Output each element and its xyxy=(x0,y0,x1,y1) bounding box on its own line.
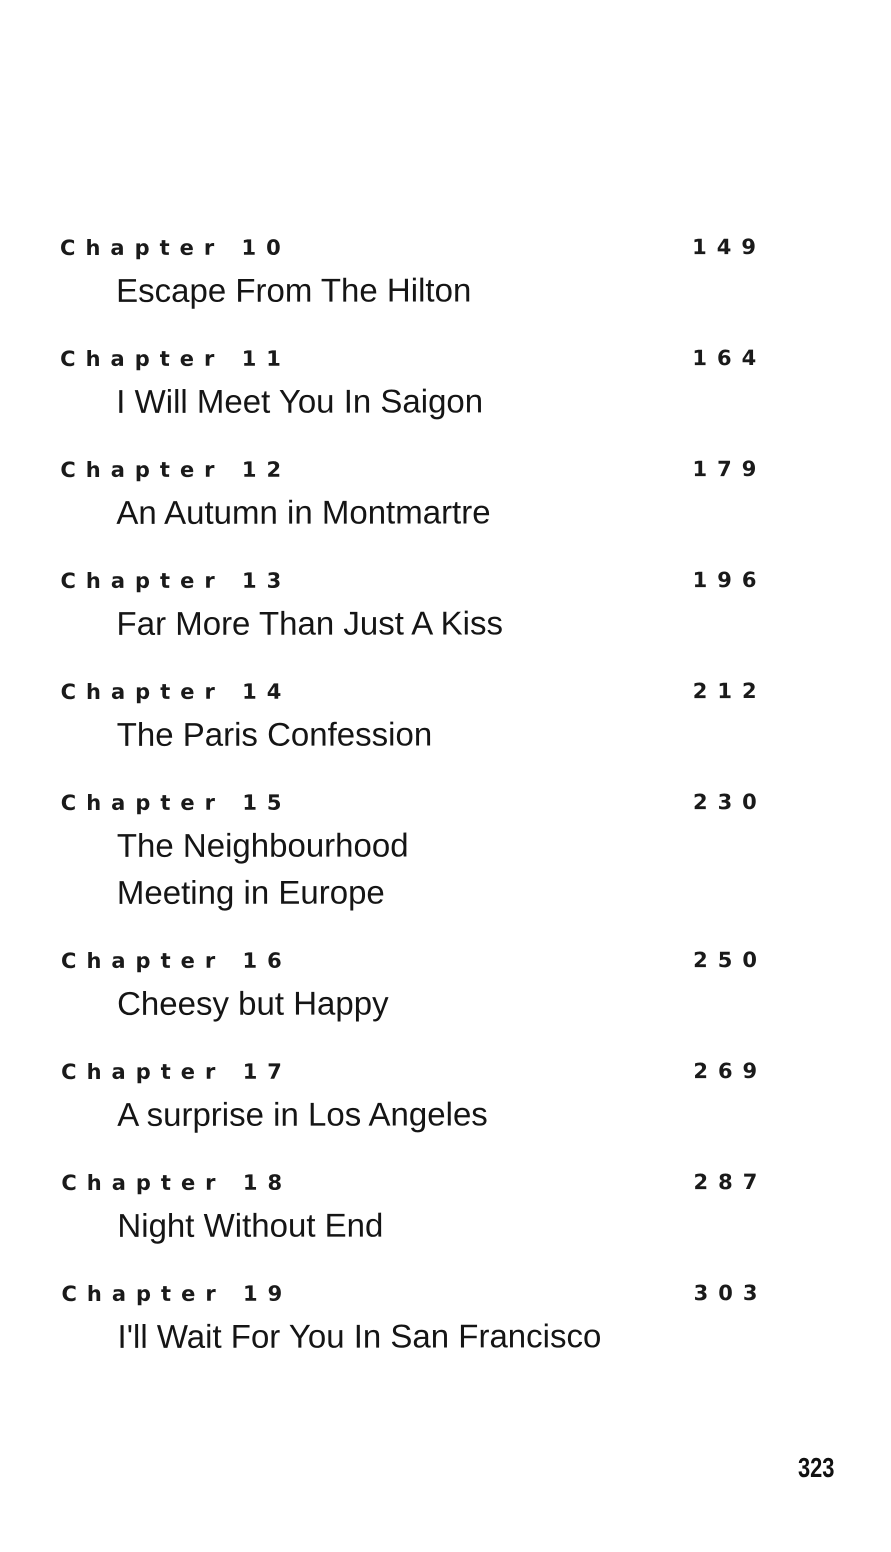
toc-entry-header: Chapter 19 303 xyxy=(61,1278,767,1313)
toc-entry: Chapter 18 287 Night Without End xyxy=(61,1167,767,1249)
toc-entry: Chapter 13 196 Far More Than Just A Kiss xyxy=(60,565,766,647)
chapter-label: Chapter 11 xyxy=(60,346,291,371)
chapter-label: Chapter 12 xyxy=(60,457,292,482)
toc-entry: Chapter 12 179 An Autumn in Montmartre xyxy=(60,454,766,536)
chapter-title: The Neighbourhood xyxy=(116,826,409,864)
table-of-contents: Chapter 10 149 Escape From The Hilton Chapt… xyxy=(60,232,768,1390)
toc-entry-header: Chapter 13 196 xyxy=(60,565,766,600)
chapter-page-number: 303 xyxy=(693,1281,768,1306)
toc-entry-header: Chapter 12 179 xyxy=(60,454,766,489)
chapter-page-number: 269 xyxy=(693,1059,768,1084)
chapter-page-number: 196 xyxy=(692,568,767,593)
toc-entry-header: Chapter 14 212 xyxy=(61,676,767,711)
chapter-page-number: 149 xyxy=(692,235,767,260)
toc-entry-header: Chapter 10 149 xyxy=(60,232,766,267)
chapter-title: Night Without End xyxy=(117,1206,384,1244)
chapter-label: Chapter 14 xyxy=(60,679,292,704)
toc-entry: Chapter 15 230 The Neighbourhood Meeting in… xyxy=(61,787,767,916)
chapter-page-number: 250 xyxy=(693,948,768,973)
chapter-title: An Autumn in Montmartre xyxy=(116,493,491,531)
chapter-page-number: 164 xyxy=(692,346,767,371)
chapter-page-number: 287 xyxy=(693,1170,768,1195)
chapter-label: Chapter 17 xyxy=(61,1059,292,1084)
toc-entry: Chapter 19 303 I'll Wait For You In San Fr… xyxy=(61,1278,767,1360)
toc-entry: Chapter 17 269 A surprise in Los Angeles xyxy=(61,1056,767,1138)
toc-entry-header: Chapter 17 269 xyxy=(61,1056,767,1091)
toc-entry: Chapter 16 250 Cheesy but Happy xyxy=(61,945,767,1027)
chapter-label: Chapter 15 xyxy=(60,790,292,815)
chapter-title: A surprise in Los Angeles xyxy=(117,1095,488,1133)
chapter-label: Chapter 18 xyxy=(61,1170,293,1195)
chapter-label: Chapter 13 xyxy=(60,568,292,593)
chapter-title: Escape From The Hilton xyxy=(116,271,472,309)
chapter-title: Meeting in Europe xyxy=(116,873,385,911)
chapter-label: Chapter 19 xyxy=(61,1281,293,1306)
toc-entry: Chapter 10 149 Escape From The Hilton xyxy=(60,232,766,314)
toc-entry: Chapter 11 164 I Will Meet You In Saigon xyxy=(60,343,766,425)
chapter-label: Chapter 16 xyxy=(60,948,292,973)
toc-entry-header: Chapter 11 164 xyxy=(60,343,766,378)
chapter-title: I'll Wait For You In San Francisco xyxy=(117,1317,602,1355)
chapter-title: The Paris Confession xyxy=(116,715,433,753)
chapter-page-number: 230 xyxy=(692,790,767,815)
chapter-title: Cheesy but Happy xyxy=(117,984,389,1022)
chapter-page-number: 212 xyxy=(692,679,767,704)
chapter-page-number: 179 xyxy=(692,457,767,482)
toc-entry-header: Chapter 18 287 xyxy=(61,1167,767,1202)
chapter-label: Chapter 10 xyxy=(60,235,291,260)
toc-entry-header: Chapter 16 250 xyxy=(61,945,767,980)
chapter-title: I Will Meet You In Saigon xyxy=(116,382,484,420)
chapter-title: Far More Than Just A Kiss xyxy=(116,604,503,642)
toc-entry: Chapter 14 212 The Paris Confession xyxy=(61,676,767,758)
toc-entry-header: Chapter 15 230 xyxy=(61,787,767,822)
page-number: 323 xyxy=(798,1452,835,1483)
